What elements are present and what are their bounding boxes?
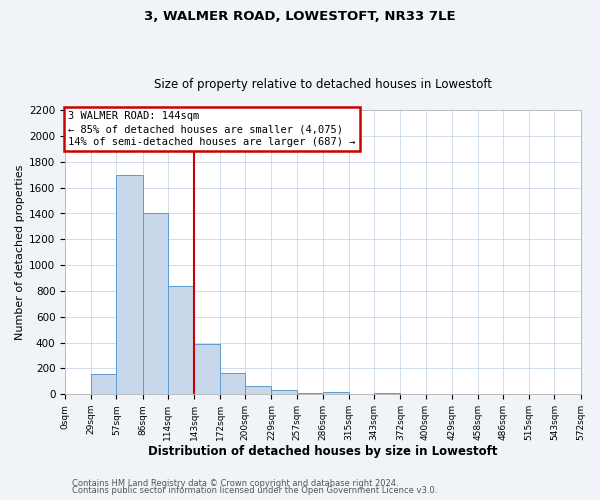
Title: Size of property relative to detached houses in Lowestoft: Size of property relative to detached ho…	[154, 78, 492, 91]
Bar	[91, 374, 116, 394]
Bar	[296, 393, 323, 394]
Text: 3, WALMER ROAD, LOWESTOFT, NR33 7LE: 3, WALMER ROAD, LOWESTOFT, NR33 7LE	[144, 10, 456, 23]
Text: Contains public sector information licensed under the Open Government Licence v3: Contains public sector information licen…	[72, 486, 437, 495]
X-axis label: Distribution of detached houses by size in Lowestoft: Distribution of detached houses by size …	[148, 444, 497, 458]
Bar	[220, 373, 245, 394]
Text: Contains HM Land Registry data © Crown copyright and database right 2024.: Contains HM Land Registry data © Crown c…	[72, 478, 398, 488]
Bar	[194, 344, 220, 394]
Bar	[245, 386, 271, 394]
Y-axis label: Number of detached properties: Number of detached properties	[15, 164, 25, 340]
Text: 3 WALMER ROAD: 144sqm
← 85% of detached houses are smaller (4,075)
14% of semi-d: 3 WALMER ROAD: 144sqm ← 85% of detached …	[68, 111, 355, 148]
Bar	[143, 214, 168, 394]
Bar	[323, 392, 349, 394]
Bar	[374, 393, 400, 394]
Bar	[116, 175, 143, 394]
Bar	[168, 286, 194, 394]
Bar	[271, 390, 296, 394]
